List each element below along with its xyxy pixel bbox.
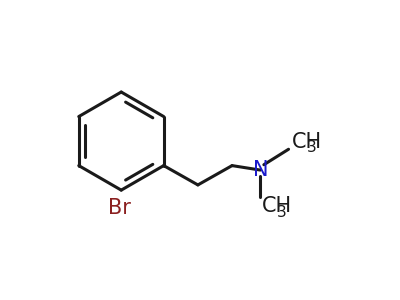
Text: Br: Br [108,198,131,218]
Text: CH: CH [292,132,322,152]
Text: 3: 3 [277,205,287,220]
Text: CH: CH [262,196,292,216]
Text: 3: 3 [307,140,317,155]
Text: N: N [252,160,268,180]
